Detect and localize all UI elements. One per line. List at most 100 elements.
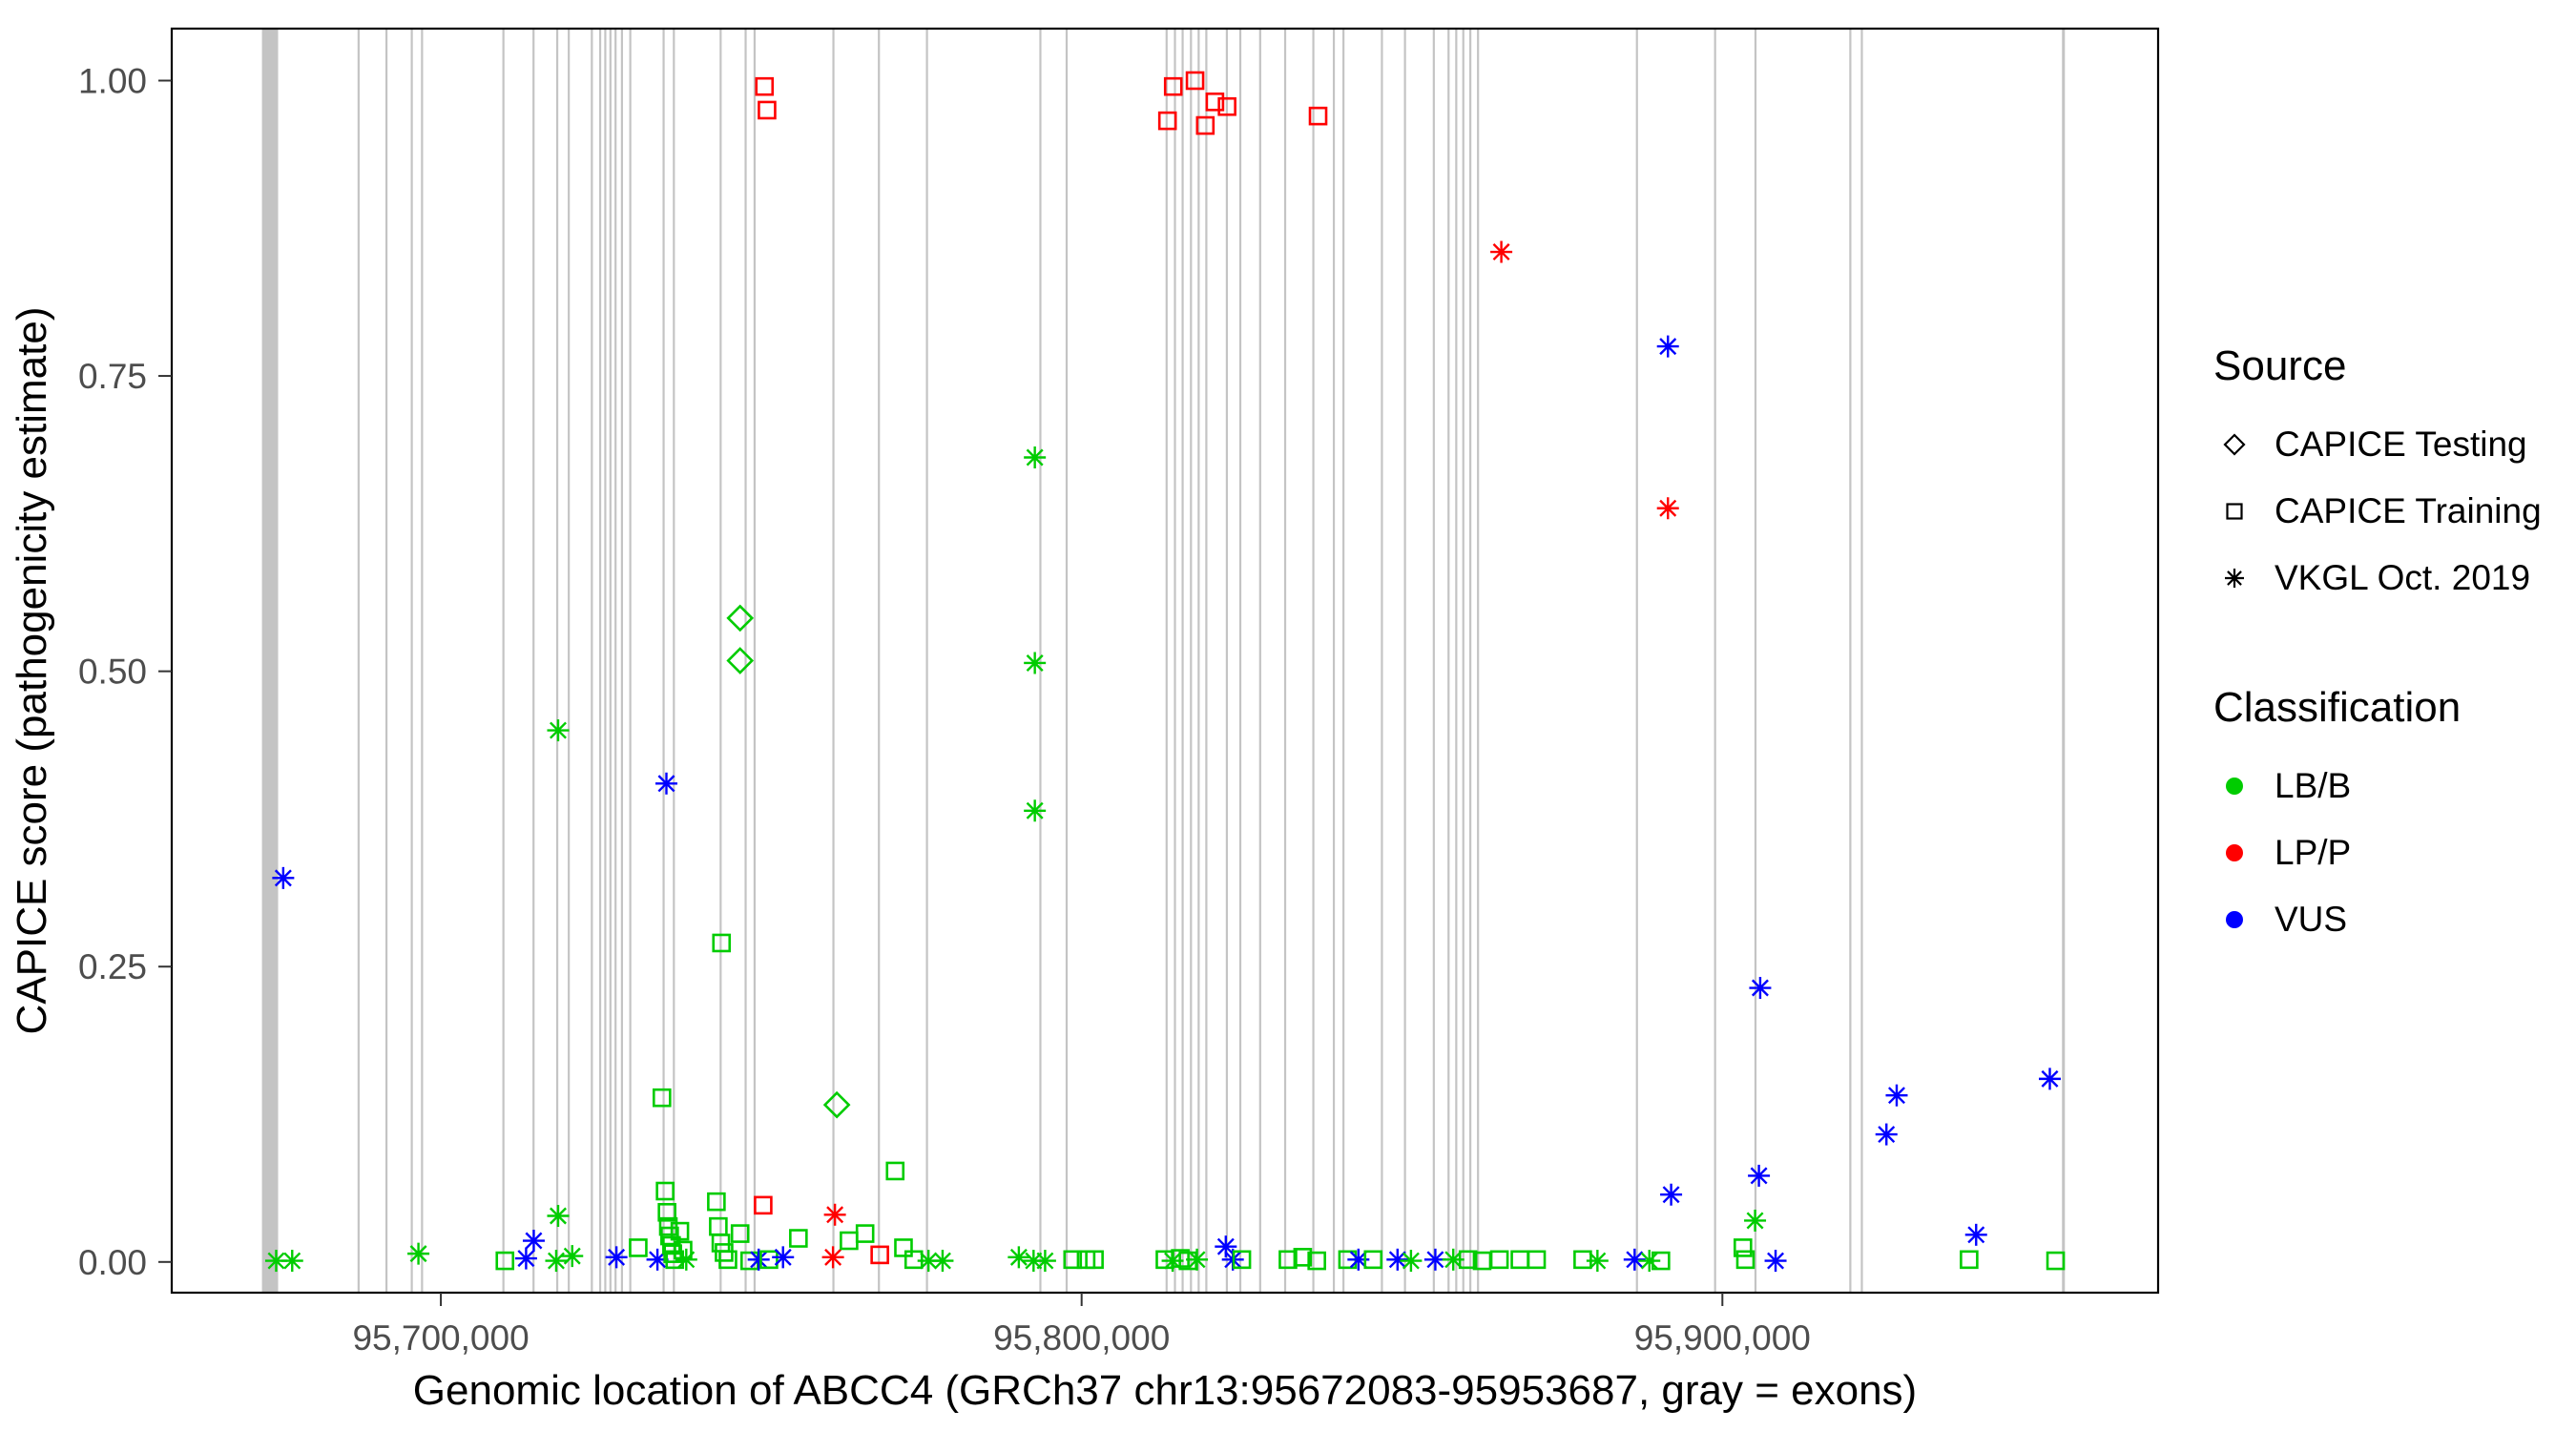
exon-band [1860, 29, 1863, 1293]
data-point-training [840, 1231, 859, 1251]
y-tick-label: 0.25 [78, 947, 147, 986]
exon-band [1238, 29, 1242, 1293]
x-axis-title: Genomic location of ABCC4 (GRCh37 chr13:… [413, 1367, 1917, 1414]
legend-item-diamond: CAPICE Testing [2213, 424, 2557, 466]
data-point-vkgl [1875, 1123, 1898, 1146]
data-point-training [885, 1161, 905, 1181]
legend-item-lbb: LB/B [2213, 765, 2557, 807]
exon-band [2062, 29, 2066, 1293]
legend-item-square: CAPICE Training [2213, 490, 2557, 532]
y-tick-label: 1.00 [78, 61, 147, 100]
legend-item-lpp: LP/P [2213, 832, 2557, 874]
data-point-vkgl [1656, 335, 1679, 358]
exon-band [591, 29, 593, 1293]
data-point-vkgl [1024, 652, 1047, 674]
legend: Source CAPICE Testing CAPICE Training VKGL… [2213, 342, 2557, 965]
exon-band [832, 29, 835, 1293]
square-icon [2226, 503, 2243, 520]
x-tick-label: 95,900,000 [1634, 1318, 1811, 1358]
data-point-vkgl [547, 719, 570, 742]
exon-band [1462, 29, 1465, 1293]
data-point-vkgl [1008, 1246, 1030, 1269]
data-point-training [1293, 1248, 1313, 1267]
y-axis-title: CAPICE score (pathogenicity estimate) [9, 307, 55, 1035]
data-point-training [655, 1181, 675, 1201]
data-point-training [1185, 71, 1205, 91]
data-point-vkgl [522, 1230, 545, 1253]
data-point-training [670, 1221, 690, 1241]
data-point-training [755, 76, 775, 96]
data-point-training [1489, 1250, 1509, 1270]
exon-band [1332, 29, 1336, 1293]
data-point-training [660, 1226, 679, 1246]
exon-band [555, 29, 559, 1293]
exon-band [620, 29, 624, 1293]
data-point-vkgl [605, 1246, 628, 1269]
legend-source-title: Source [2213, 342, 2347, 389]
legend-classification-title: Classification [2213, 684, 2462, 731]
exon-band [502, 29, 505, 1293]
legend-group-source: Source CAPICE Testing CAPICE Training VKGL… [2213, 342, 2557, 599]
exon-band [925, 29, 928, 1293]
data-point-vkgl [1490, 240, 1513, 263]
data-point-vkgl [545, 1250, 568, 1273]
data-point-training [1527, 1250, 1547, 1270]
data-point-vkgl [1744, 1209, 1767, 1232]
exon-band [1447, 29, 1450, 1293]
data-point-vkgl [1885, 1084, 1908, 1107]
data-point-training [1733, 1238, 1753, 1257]
data-point-training [707, 1192, 726, 1212]
data-point-training [1307, 1251, 1326, 1271]
exon-band [604, 29, 607, 1293]
exon-band [261, 29, 279, 1293]
data-point-training [759, 1250, 779, 1270]
diamond-icon [2223, 433, 2246, 456]
data-point-vkgl [1749, 977, 1772, 1000]
legend-item-label: VUS [2275, 900, 2348, 939]
data-point-vkgl [1586, 1250, 1609, 1273]
data-point-vkgl [1186, 1248, 1209, 1271]
legend-item-asterisk: VKGL Oct. 2019 [2213, 557, 2557, 599]
data-point-vkgl [547, 1205, 570, 1228]
color-dot-icon [2226, 844, 2243, 861]
data-point-training [730, 1224, 750, 1243]
exon-band [1165, 29, 1168, 1293]
data-point-training [718, 1250, 737, 1270]
data-point-training [629, 1238, 648, 1257]
exon-band [629, 29, 632, 1293]
data-point-training [674, 1240, 693, 1260]
data-point-vkgl [1660, 1183, 1683, 1206]
exon-band [532, 29, 535, 1293]
data-point-vkgl [1964, 1223, 1987, 1246]
data-point-vkgl [514, 1247, 537, 1270]
y-tick-label: 0.75 [78, 357, 147, 396]
asterisk-icon [2225, 569, 2244, 588]
panel-border [170, 27, 2160, 1295]
data-point-vkgl [917, 1250, 940, 1273]
data-point-vkgl [1033, 1250, 1056, 1273]
data-point-vkgl [280, 1250, 303, 1273]
legend-classification-items: LB/B LP/P VUS [2213, 765, 2557, 941]
exon-band [1754, 29, 1757, 1293]
exon-band [384, 29, 388, 1293]
exon-band [1635, 29, 1638, 1293]
legend-group-classification: Classification LB/B LP/P VUS [2213, 683, 2557, 941]
data-point-vkgl [1764, 1250, 1787, 1273]
data-point-training [1205, 92, 1225, 112]
data-point-vkgl [772, 1246, 795, 1269]
data-point-vkgl [747, 1248, 770, 1271]
exon-band [1849, 29, 1852, 1293]
data-point-training [657, 1202, 676, 1222]
data-point-training [758, 100, 777, 120]
data-point-vkgl [675, 1248, 697, 1271]
exon-band [744, 29, 747, 1293]
exon-band [753, 29, 757, 1293]
data-point-training [789, 1229, 808, 1248]
data-point-vkgl [1024, 799, 1047, 822]
legend-item-label: LB/B [2275, 766, 2352, 805]
data-point-vkgl [407, 1242, 430, 1265]
x-tick-label: 95,700,000 [352, 1318, 529, 1358]
data-point-training [1217, 96, 1236, 116]
exon-band [609, 29, 612, 1293]
exon-band [673, 29, 675, 1293]
